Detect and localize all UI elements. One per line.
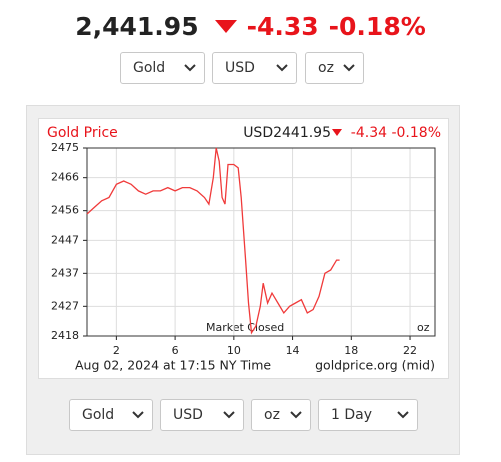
select-value: USD [173,407,203,423]
y-tick-label: 2418 [51,329,79,342]
select[interactable]: USD [212,52,297,84]
plot-frame [86,147,436,337]
x-tick-label: 10 [227,344,241,357]
chart-price: USD2441.95 [243,125,331,141]
annotation: oz [417,321,430,334]
quote: 2,441.95 -4.33 -0.18% [0,12,501,41]
y-tick-label: 2427 [51,299,79,312]
y-tick-label: 2475 [51,141,79,154]
footer-date: Aug 02, 2024 at 17:15 NY Time [75,358,271,373]
select-value: oz [264,407,280,423]
price-line [86,147,340,335]
chart-change: -4.34 -0.18% [351,125,441,141]
chevron [343,64,355,72]
chevron [184,64,196,72]
chevron [290,411,302,419]
chevron [132,411,144,419]
y-tick-label: 2437 [51,266,79,279]
x-tick-label: 22 [403,344,417,357]
x-tick-label: 14 [286,344,300,357]
price: 2,441.95 [75,12,199,41]
chevron [223,411,235,419]
y-tick-label: 2466 [51,171,79,184]
select[interactable]: Gold [120,52,205,84]
select[interactable]: oz [251,399,311,431]
down-arrow [214,19,237,33]
select-value: USD [225,60,255,76]
x-tick-label: 2 [113,344,120,357]
x-tick-label: 18 [344,344,358,357]
change-pct: -0.18% [328,12,426,41]
select-value: Gold [82,407,115,423]
chart: Gold Price USD2441.95 -4.34 -0.18% Marke… [38,118,449,379]
chevron [397,411,409,419]
annotation: Market Closed [206,321,284,334]
select[interactable]: Gold [69,399,153,431]
chart-title: Gold Price [47,125,118,141]
x-tick-label: 6 [172,344,179,357]
select-value: Gold [133,60,166,76]
change: -4.33 [246,12,319,41]
select[interactable]: oz [305,52,364,84]
footer-source: goldprice.org (mid) [315,358,435,373]
select-value: oz [318,60,334,76]
select[interactable]: USD [160,399,244,431]
y-tick-label: 2447 [51,233,79,246]
y-tick-label: 2456 [51,204,79,217]
chevron [276,64,288,72]
select-value: 1 Day [331,407,373,423]
down-arrow [332,129,342,136]
select[interactable]: 1 Day [318,399,418,431]
